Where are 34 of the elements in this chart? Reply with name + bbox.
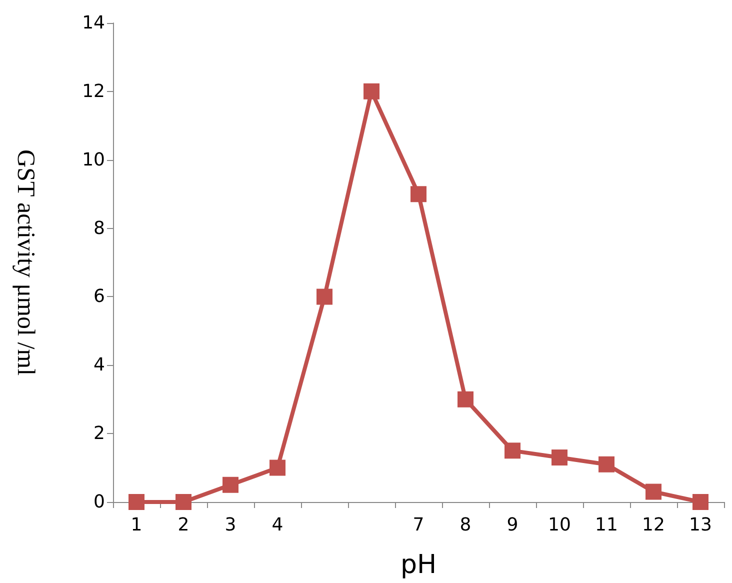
y-tick-label: 14 bbox=[82, 12, 105, 34]
point bbox=[316, 288, 332, 305]
y-tick-label: 12 bbox=[82, 80, 105, 102]
x-tick-label: 11 bbox=[595, 514, 618, 536]
x-axis-title: pH bbox=[400, 550, 437, 580]
point bbox=[222, 476, 238, 493]
point bbox=[410, 186, 426, 202]
x-tick-label: 7 bbox=[412, 514, 424, 536]
x-tick-label: 3 bbox=[224, 514, 236, 536]
point bbox=[646, 484, 662, 500]
y-tick-label: 10 bbox=[82, 149, 105, 170]
y-tick-label: 6 bbox=[94, 286, 105, 308]
point bbox=[692, 494, 708, 510]
y-axis-title: GST activity μmol /ml bbox=[12, 149, 39, 376]
point bbox=[598, 456, 614, 472]
point bbox=[270, 460, 286, 476]
y-tick-label: 2 bbox=[94, 423, 105, 444]
point bbox=[504, 442, 520, 459]
x-tick-label: 13 bbox=[689, 514, 712, 536]
x-tick-label: 1 bbox=[130, 514, 142, 536]
point bbox=[458, 391, 474, 408]
y-tick-label: 0 bbox=[94, 492, 105, 512]
x-tick-label: 8 bbox=[460, 514, 472, 536]
x-tick-label: 9 bbox=[506, 514, 518, 536]
point bbox=[128, 494, 144, 510]
point bbox=[552, 450, 568, 466]
x-tick-label: 12 bbox=[642, 514, 665, 536]
x-tick-label: 10 bbox=[548, 514, 571, 536]
point bbox=[364, 83, 380, 100]
x-tick-label: 4 bbox=[272, 514, 284, 536]
y-tick-label: 8 bbox=[94, 218, 105, 239]
point bbox=[176, 494, 192, 510]
x-tick-label: 2 bbox=[178, 514, 190, 536]
y-tick-label: 4 bbox=[94, 354, 105, 376]
